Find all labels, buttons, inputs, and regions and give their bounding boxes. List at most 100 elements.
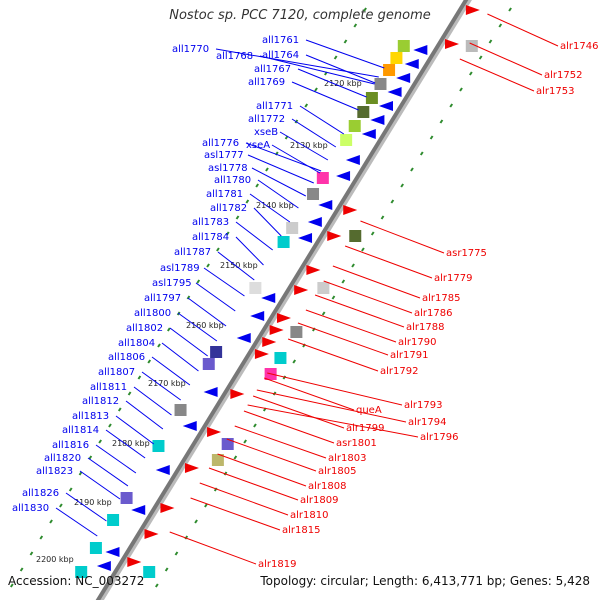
right-gene-label: alr1746: [560, 41, 598, 52]
kbp-tick-label: 2200 kbp: [36, 555, 74, 564]
left-leader-line: [253, 207, 282, 237]
left-gene-label: all1813: [72, 411, 109, 422]
left-leader-line: [291, 118, 337, 148]
gene-block: [349, 230, 362, 242]
left-gene-label: all1797: [144, 293, 181, 304]
plus-strand-gene: [127, 557, 142, 567]
minus-strand-gene: [203, 387, 218, 397]
left-gene-label: all1820: [44, 453, 81, 464]
dotted-track-right: [459, 87, 463, 92]
right-gene-label: alr1785: [422, 293, 460, 304]
plus-strand-gene: [269, 325, 284, 335]
left-gene-label: all1830: [12, 503, 49, 514]
right-leader-line: [264, 377, 355, 411]
dotted-track-right: [400, 183, 404, 188]
minus-strand-gene: [155, 465, 170, 475]
dotted-track-left: [108, 423, 112, 428]
left-gene-label: all1807: [98, 367, 135, 378]
right-gene-label: asr1775: [446, 248, 487, 259]
gene-block: [120, 492, 133, 504]
right-leader-line: [487, 13, 559, 47]
dotted-track-left: [147, 359, 152, 364]
left-leader-line: [259, 55, 375, 85]
right-leader-line: [314, 294, 405, 328]
dotted-track-left: [314, 87, 318, 92]
left-leader-line: [251, 167, 307, 197]
minus-strand-gene: [396, 73, 411, 83]
right-gene-label: alr1793: [404, 400, 442, 411]
left-leader-line: [215, 48, 379, 78]
dotted-track-left: [255, 183, 259, 188]
left-gene-label: asl1778: [208, 163, 248, 174]
dotted-track-right: [498, 23, 503, 28]
left-gene-label: all1780: [214, 175, 251, 186]
dotted-track-left: [304, 103, 309, 108]
gene-block: [210, 346, 223, 358]
minus-strand-gene: [345, 155, 360, 165]
dotted-track-left: [19, 567, 24, 572]
left-leader-line: [299, 105, 345, 135]
minus-strand-gene: [307, 217, 322, 227]
right-gene-label: alr1794: [408, 417, 446, 428]
dotted-track-left: [127, 391, 132, 396]
right-leader-line: [267, 372, 403, 406]
right-gene-label: alr1792: [380, 366, 418, 377]
right-gene-label: alr1752: [544, 70, 582, 81]
left-leader-line: [305, 39, 385, 69]
left-gene-label: all1781: [206, 189, 243, 200]
left-gene-label: all1816: [52, 440, 89, 451]
left-leader-line: [235, 221, 273, 251]
dotted-track-left: [88, 455, 93, 460]
backbone-shadow: [98, 0, 472, 600]
left-leader-line: [291, 81, 359, 111]
right-leader-line: [332, 265, 421, 299]
left-gene-label: all1783: [192, 217, 229, 228]
dotted-track-right: [321, 311, 326, 316]
gene-block: [340, 134, 353, 146]
minus-strand-gene: [404, 59, 419, 69]
right-gene-label: alr1790: [398, 337, 436, 348]
gene-block: [107, 514, 120, 526]
left-gene-label: all1770: [172, 44, 209, 55]
plus-strand-gene: [465, 5, 480, 15]
dotted-track-left: [137, 375, 142, 380]
left-gene-label: all1776: [202, 138, 239, 149]
left-gene-label: asl1777: [204, 150, 244, 161]
dotted-track-right: [410, 167, 414, 172]
minus-strand-gene: [250, 311, 265, 321]
left-gene-label: all1811: [90, 382, 127, 393]
plus-strand-gene: [294, 285, 309, 295]
left-gene-label: all1772: [248, 114, 285, 125]
dotted-track-right: [233, 455, 238, 460]
plus-strand-gene: [276, 313, 291, 323]
gene-block: [357, 106, 370, 118]
right-leader-line: [344, 245, 433, 279]
genome-backbone: [95, 0, 469, 600]
gene-block: [390, 52, 403, 64]
right-leader-line: [217, 453, 307, 487]
right-leader-line: [360, 220, 445, 254]
gene-block: [221, 438, 234, 450]
left-gene-label: all1826: [22, 488, 59, 499]
gene-block: [143, 566, 156, 578]
right-gene-label: alr1796: [420, 432, 458, 443]
left-gene-label: all1761: [262, 35, 299, 46]
dotted-track-left: [206, 263, 210, 268]
dotted-track-right: [331, 295, 336, 300]
dotted-track-right: [419, 151, 424, 156]
dotted-track-right: [508, 7, 512, 12]
gene-block: [317, 282, 330, 294]
left-leader-line: [55, 507, 98, 537]
dotted-track-right: [164, 567, 169, 572]
gene-block: [286, 222, 299, 234]
left-gene-label: all1800: [134, 308, 171, 319]
left-leader-line: [177, 312, 218, 342]
left-leader-line: [169, 327, 208, 357]
plus-strand-gene: [343, 205, 358, 215]
gene-block: [465, 40, 478, 52]
dotted-track-left: [363, 7, 367, 12]
right-leader-line: [459, 58, 535, 92]
plus-strand-gene: [327, 231, 342, 241]
right-leader-line: [243, 410, 335, 444]
dotted-track-left: [10, 583, 14, 588]
